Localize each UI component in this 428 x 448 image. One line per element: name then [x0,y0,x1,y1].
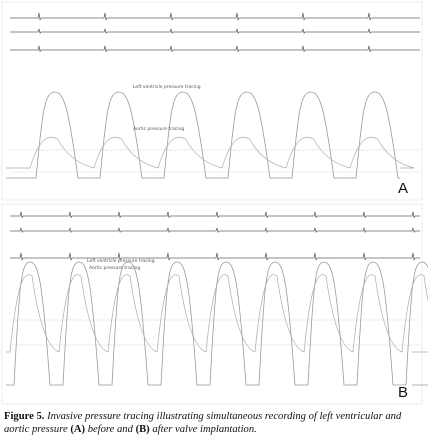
annotation: Aortic pressure tracing [133,126,184,132]
lv-pressure-trace [6,261,428,386]
panel-label: B [398,384,408,401]
ecg-trace [10,211,420,218]
caption-text: after valve implantation. [152,424,257,435]
annotation: Left ventricle pressure tracing [133,84,201,90]
figure: Left ventricle pressure tracing Aortic p… [1,1,428,405]
figure-label: Figure 5. [4,411,45,422]
caption: Figure 5. Invasive pressure tracing illu… [4,410,424,436]
annotation: Left ventricle pressure tracing [87,258,155,264]
aortic-pressure-trace [6,274,428,353]
traces [6,12,428,386]
ecg-trace [10,45,420,52]
panel-a-frame [1,1,423,201]
caption-text: before and [87,424,133,435]
ecg-trace [10,252,420,261]
caption-ref: (B) [135,424,150,435]
ecg-trace [10,28,420,34]
caption-ref: (A) [70,424,86,435]
aortic-pressure-trace [6,136,415,169]
panel-label: A [398,180,408,197]
lv-pressure-trace [6,91,400,179]
annotation: Aortic pressure tracing [89,265,140,271]
caption-text: Invasive pressure tracing illustrating s… [4,411,402,435]
ecg-trace [10,227,420,233]
ecg-trace [10,12,420,21]
